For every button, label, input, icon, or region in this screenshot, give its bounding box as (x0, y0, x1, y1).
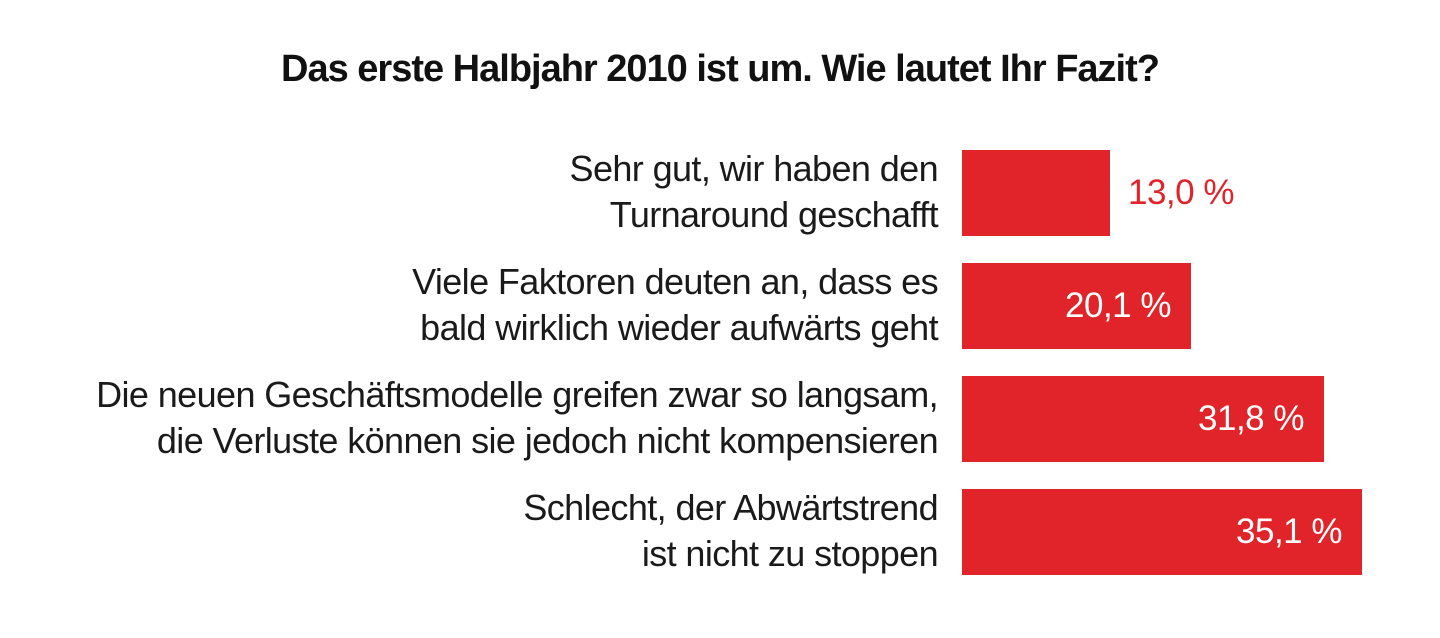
bar (962, 150, 1110, 236)
category-label-line: bald wirklich wieder aufwärts geht (420, 307, 938, 348)
category-label-line: Schlecht, der Abwärtstrend (523, 487, 938, 528)
category-label-line: Sehr gut, wir haben den (569, 148, 939, 189)
value-label: 20,1 % (1065, 286, 1171, 325)
category-label: Die neuen Geschäftsmodelle greifen zwar … (96, 372, 938, 464)
value-label: 13,0 % (1128, 173, 1234, 212)
category-label: Schlecht, der Abwärtstrend ist nicht zu s… (523, 485, 938, 577)
value-label: 35,1 % (1236, 512, 1342, 551)
category-label-line: Viele Faktoren deuten an, dass es (412, 261, 939, 302)
bar (962, 489, 1362, 575)
bar (962, 263, 1191, 349)
value-label: 31,8 % (1198, 399, 1304, 438)
category-label-line: Die neuen Geschäftsmodelle greifen zwar … (96, 374, 938, 415)
category-label-line: Turnaround geschafft (609, 194, 939, 235)
category-label: Sehr gut, wir haben den Turnaround gescha… (569, 146, 939, 238)
category-label: Viele Faktoren deuten an, dass es bald wi… (412, 259, 939, 351)
bar (962, 376, 1324, 462)
category-label-line: die Verluste können sie jedoch nicht kom… (156, 420, 939, 461)
chart-title: Das erste Halbjahr 2010 ist um. Wie laut… (281, 48, 1160, 90)
category-label-line: ist nicht zu stoppen (641, 533, 939, 574)
